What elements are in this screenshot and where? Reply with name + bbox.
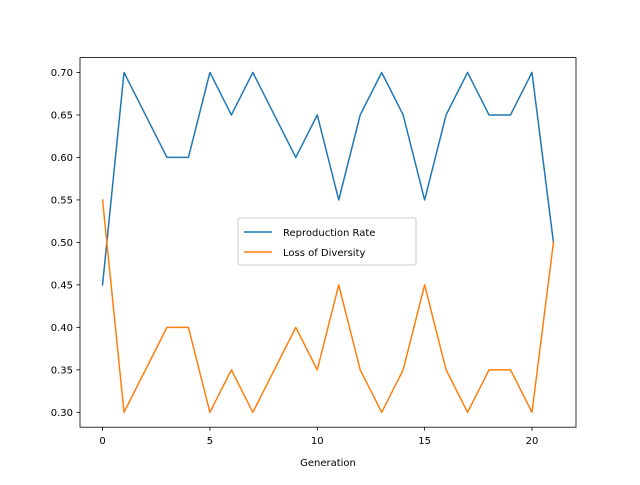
x-tick-label: 20 [526,436,539,447]
plot-frame [79,57,577,428]
y-tick-label: 0.45 [51,280,73,291]
legend-label-loss-of-diversity: Loss of Diversity [283,248,365,259]
series-line-reproduction-rate [101,71,555,286]
legend-box [237,217,417,266]
legend-label-reproduction-rate: Reproduction Rate [283,228,375,239]
legend: Reproduction Rate Loss of Diversity [237,217,417,266]
y-tick-label: 0.55 [51,196,73,207]
x-tick-label: 0 [99,436,105,447]
y-tick-label: 0.50 [51,238,73,249]
series-line-loss-of-diversity [101,199,555,414]
x-tick-label: 5 [207,436,213,447]
y-tick-label: 0.35 [51,365,73,376]
x-axis-ticks: 0 5 10 15 20 [99,427,538,447]
x-tick-label: 10 [311,436,324,447]
y-tick-label: 0.60 [51,153,73,164]
x-tick-label: 15 [418,436,431,447]
y-tick-label: 0.65 [51,111,73,122]
y-tick-label: 0.70 [51,68,73,79]
y-tick-label: 0.40 [51,323,73,334]
series-lines [101,71,555,414]
y-tick-label: 0.30 [51,408,73,419]
x-axis-label: Generation [300,458,356,469]
y-axis-ticks: 0.30 0.35 0.40 0.45 0.50 0.55 0.60 0.65 0.70 [51,68,80,419]
